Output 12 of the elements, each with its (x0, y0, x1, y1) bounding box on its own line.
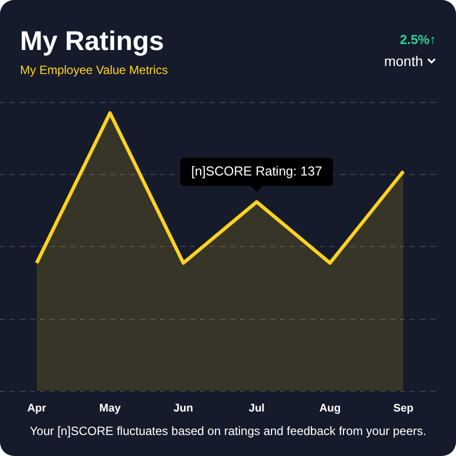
x-tick-label: Jun (174, 402, 194, 414)
text: month (384, 53, 423, 69)
x-tick-label: Aug (319, 402, 341, 414)
text: Your [n]SCORE fluctuates based on ratings and feedback from your peers. (28, 424, 428, 438)
text: 2.5%↑ (400, 32, 436, 47)
x-tick-label: Sep (393, 402, 414, 414)
chart-title: My Ratings (20, 26, 164, 57)
annotation: [n]SCORE Rating: 137 (191, 163, 322, 178)
x-tick-label: Jul (248, 402, 265, 414)
chart-subtitle: My Employee Value Metrics (20, 63, 168, 77)
x-tick-label: Apr (27, 402, 47, 414)
x-tick-label: May (99, 402, 122, 414)
